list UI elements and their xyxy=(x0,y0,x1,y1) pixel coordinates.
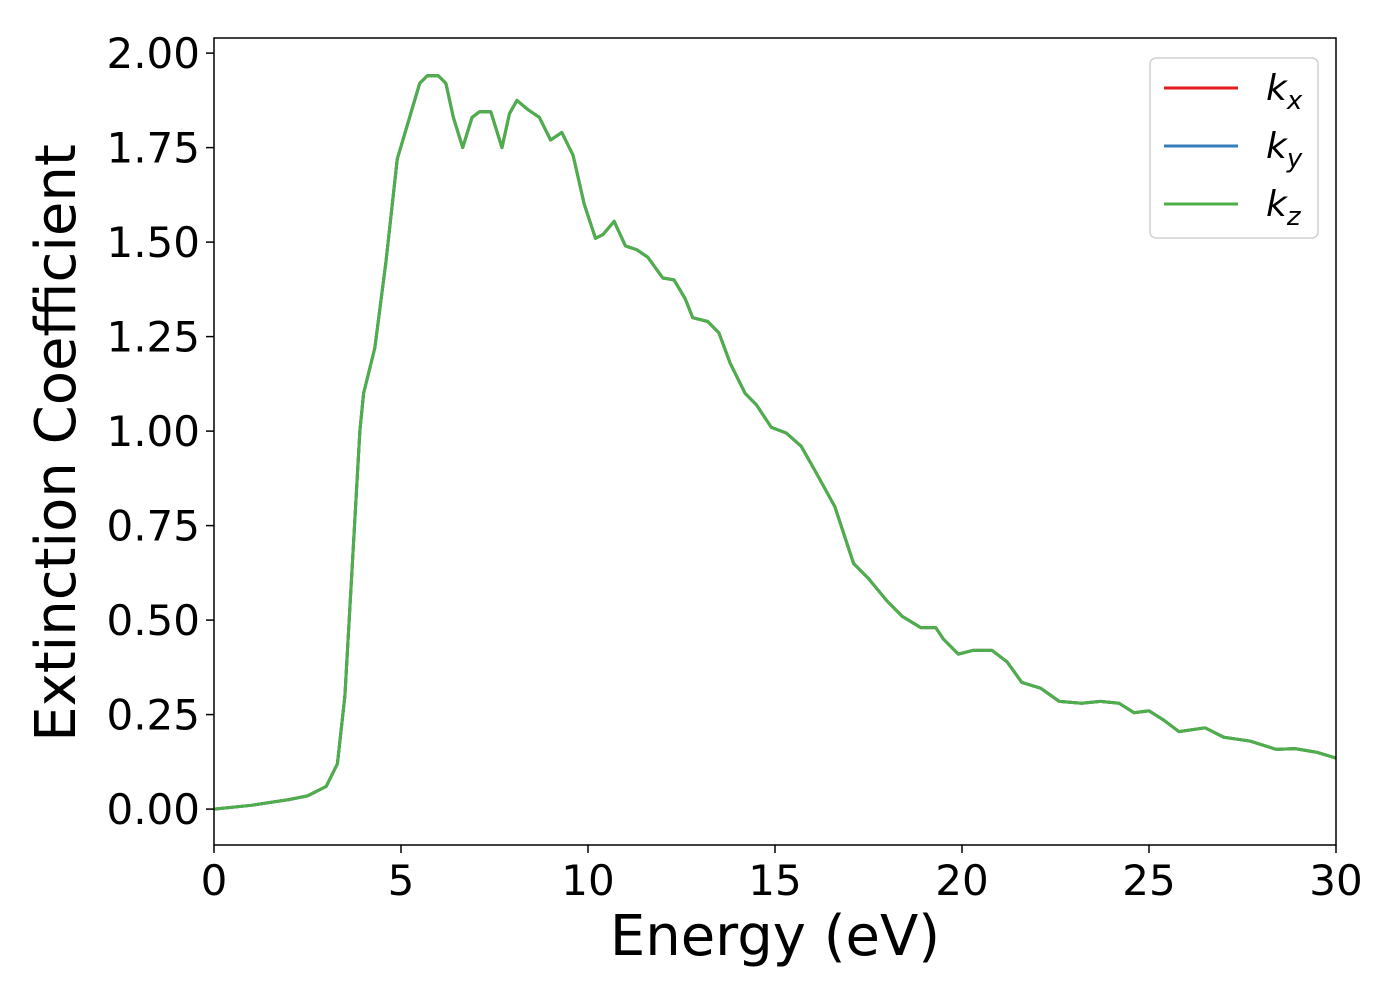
series-line xyxy=(214,74,1336,811)
x-tick-label: 30 xyxy=(1309,856,1362,905)
y-tick-label: 0.00 xyxy=(106,785,200,834)
y-axis-label: Extinction Coefficient xyxy=(24,144,89,742)
plot-frame xyxy=(213,37,1337,846)
x-tick-label: 0 xyxy=(201,856,228,905)
y-tick-label: 2.00 xyxy=(106,29,200,78)
y-tick-label: 0.75 xyxy=(106,502,200,551)
y-tick-label: 0.50 xyxy=(106,596,200,645)
x-tick-label: 5 xyxy=(388,856,415,905)
x-tick-label: 20 xyxy=(935,856,988,905)
x-axis-label: Energy (eV) xyxy=(610,904,940,969)
legend-label: ky xyxy=(1266,126,1303,174)
y-tick-label: 1.00 xyxy=(106,407,200,456)
legend-label: kz xyxy=(1266,184,1302,232)
x-tick-label: 25 xyxy=(1122,856,1175,905)
y-tick-label: 0.25 xyxy=(106,691,200,740)
y-tick-label: 1.75 xyxy=(106,124,200,173)
legend-label: kx xyxy=(1266,68,1303,116)
y-tick-label: 1.25 xyxy=(106,313,200,362)
y-tick-label: 1.50 xyxy=(106,218,200,267)
x-tick-label: 15 xyxy=(748,856,801,905)
legend-box xyxy=(1149,57,1319,239)
x-tick-label: 10 xyxy=(561,856,614,905)
